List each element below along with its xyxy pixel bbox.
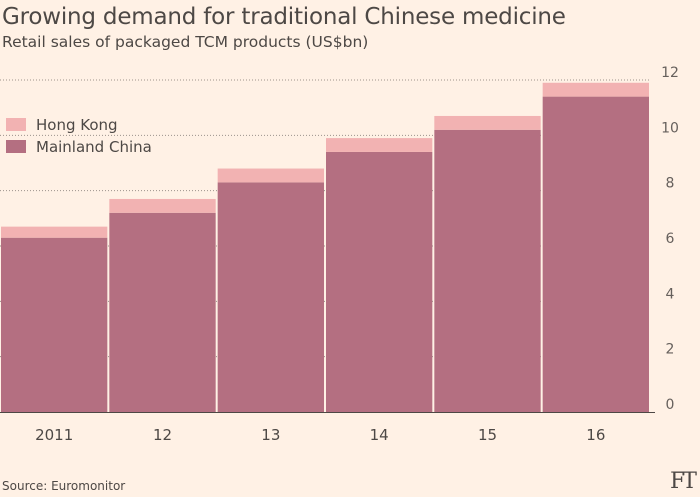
bar-hong-kong xyxy=(217,168,324,183)
bar-hong-kong xyxy=(1,226,108,238)
legend-swatch xyxy=(6,140,26,153)
y-tick-label: 4 xyxy=(666,286,675,302)
y-tick-label: 6 xyxy=(666,231,675,247)
x-tick-label: 15 xyxy=(478,426,497,444)
bar-hong-kong xyxy=(434,115,541,130)
x-tick-label: 12 xyxy=(153,426,172,444)
bar-hong-kong xyxy=(326,138,433,152)
y-tick-label: 10 xyxy=(661,120,679,136)
chart-subtitle: Retail sales of packaged TCM products (U… xyxy=(2,33,369,51)
x-tick-label: 14 xyxy=(370,426,389,444)
legend-label: Mainland China xyxy=(36,138,152,156)
bar-mainland-china xyxy=(109,212,216,412)
chart-title: Growing demand for traditional Chinese m… xyxy=(2,4,566,30)
bar-mainland-china xyxy=(217,182,324,412)
bar-mainland-china xyxy=(542,96,649,412)
x-tick-label: 2011 xyxy=(35,426,73,444)
y-tick-label: 0 xyxy=(666,397,675,413)
source-note: Source: Euromonitor xyxy=(2,479,126,493)
legend-label: Hong Kong xyxy=(36,116,118,134)
ft-logo: FT xyxy=(670,469,697,494)
bar-hong-kong xyxy=(542,82,649,97)
y-tick-label: 2 xyxy=(666,342,675,358)
bar-mainland-china xyxy=(326,151,433,412)
x-tick-label: 16 xyxy=(586,426,605,444)
legend-swatch xyxy=(6,118,26,131)
y-tick-label: 12 xyxy=(661,65,679,81)
bar-hong-kong xyxy=(109,198,216,213)
bar-mainland-china xyxy=(1,237,108,412)
bar-mainland-china xyxy=(434,129,541,413)
y-tick-label: 8 xyxy=(666,176,675,192)
x-tick-label: 13 xyxy=(261,426,280,444)
